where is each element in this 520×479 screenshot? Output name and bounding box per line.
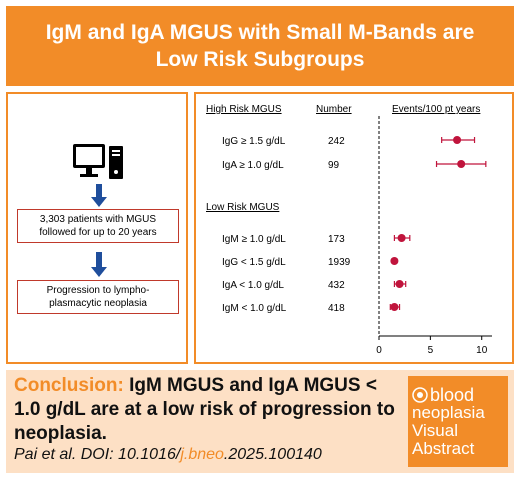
citation-prefix: Pai et al. DOI: 10.1016/ <box>14 446 181 463</box>
row-number: 418 <box>328 303 345 314</box>
conclusion-panel: Conclusion: IgM MGUS and IgA MGUS < 1.0 … <box>6 370 514 473</box>
row-label: IgG < 1.5 g/dL <box>222 257 286 268</box>
forest-plot: High Risk MGUS Number Events/100 pt year… <box>206 104 492 356</box>
row-label: IgG ≥ 1.5 g/dL <box>222 136 286 147</box>
row-number: 432 <box>328 280 345 291</box>
study-design-panel: 3,303 patients with MGUS followed for up… <box>6 92 188 364</box>
x-tick-label: 0 <box>376 345 382 356</box>
row-number: 242 <box>328 136 345 147</box>
x-tick-label: 5 <box>428 345 434 356</box>
logo-neoplasia: neoplasia <box>412 402 485 422</box>
title-line-1: IgM and IgA MGUS with Small M-Bands are <box>45 21 475 44</box>
logo-blood: blood <box>430 384 475 405</box>
events-header: Events/100 pt years <box>392 104 480 115</box>
row-number: 173 <box>328 234 345 245</box>
citation-suffix: .2025.100140 <box>223 446 322 463</box>
row-label: IgM < 1.0 g/dL <box>222 303 287 314</box>
point-estimate <box>453 136 462 144</box>
conclusion-label: Conclusion: <box>14 375 124 396</box>
row-label: IgM ≥ 1.0 g/dL <box>222 234 286 245</box>
logo-visual: Visual <box>412 420 458 440</box>
logo-abstract: Abstract <box>412 438 475 458</box>
point-estimate <box>390 257 399 265</box>
title-line-2: Low Risk Subgroups <box>155 48 365 71</box>
title-banner: IgM and IgA MGUS with Small M-Bands are … <box>6 6 514 86</box>
citation: Pai et al. DOI: 10.1016/j.bneo.2025.1001… <box>14 446 322 464</box>
low-risk-header: Low Risk MGUS <box>206 202 280 213</box>
blood-drop-icon <box>412 386 428 403</box>
row-label: IgA < 1.0 g/dL <box>222 280 284 291</box>
outcome-box: Progression to lympho-plasmacytic neopla… <box>17 280 179 314</box>
citation-highlight: j.bneo <box>180 446 224 463</box>
point-estimate <box>390 303 399 311</box>
number-header: Number <box>316 104 352 115</box>
computer-icon <box>73 144 123 179</box>
cohort-box: 3,303 patients with MGUS followed for up… <box>17 209 179 243</box>
forest-plot-panel: High Risk MGUS Number Events/100 pt year… <box>194 92 514 364</box>
row-number: 1939 <box>328 257 351 268</box>
point-estimate <box>395 280 404 288</box>
row-label: IgA ≥ 1.0 g/dL <box>222 160 284 171</box>
down-arrow-icon <box>91 184 107 207</box>
point-estimate <box>457 160 466 168</box>
logo-blood-line: blood <box>412 386 474 404</box>
high-risk-header: High Risk MGUS <box>206 104 282 115</box>
x-tick-label: 10 <box>476 345 488 356</box>
row-number: 99 <box>328 160 340 171</box>
point-estimate <box>397 234 406 242</box>
conclusion-body: IgM MGUS and IgA MGUS < 1.0 g/dL are at … <box>14 375 395 444</box>
conclusion-text: Conclusion: IgM MGUS and IgA MGUS < 1.0 … <box>14 374 404 446</box>
blood-neoplasia-logo: blood neoplasia Visual Abstract <box>408 376 508 467</box>
down-arrow-icon <box>91 252 107 277</box>
